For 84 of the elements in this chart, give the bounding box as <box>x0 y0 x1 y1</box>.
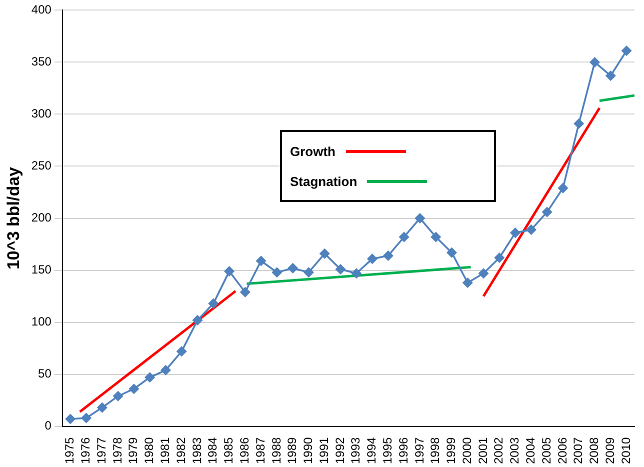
point <box>494 252 504 263</box>
y-tick-label: 400 <box>31 2 52 17</box>
point <box>288 263 298 274</box>
point <box>415 213 425 224</box>
x-tick-label: 2006 <box>555 436 570 464</box>
point <box>462 278 473 288</box>
x-tick-label: 1996 <box>396 436 410 464</box>
point <box>526 224 536 235</box>
x-tick-label: 1989 <box>285 436 300 464</box>
point <box>558 183 568 193</box>
x-tick-label: 1991 <box>316 436 331 464</box>
y-axis-title: 10^3 bbl/day <box>4 166 23 270</box>
x-tick-label: 1986 <box>237 436 252 464</box>
x-tick-label: 1977 <box>94 436 108 464</box>
point <box>542 207 552 217</box>
point <box>160 365 171 376</box>
point <box>272 267 282 278</box>
point <box>351 268 362 278</box>
x-tick-label: 2003 <box>508 436 522 464</box>
y-tick-label: 150 <box>31 262 52 277</box>
point <box>590 57 600 68</box>
legend-label: Growth <box>290 144 336 158</box>
x-tick-label: 1983 <box>190 436 204 464</box>
point <box>478 268 488 278</box>
point <box>574 118 584 128</box>
point <box>304 267 314 278</box>
x-tick-label: 2001 <box>476 436 490 464</box>
point <box>192 315 202 326</box>
x-tick-label: 1990 <box>301 436 316 464</box>
x-tick-label: 2007 <box>571 436 586 464</box>
x-tick-label: 2010 <box>618 436 633 464</box>
x-tick-label: 1993 <box>348 436 363 464</box>
point <box>320 248 330 259</box>
x-tick-label: 2004 <box>523 436 538 464</box>
y-tick-label: 350 <box>31 54 52 69</box>
point <box>208 298 218 308</box>
x-tick-label: 2005 <box>539 436 554 464</box>
x-tick-label: 1980 <box>142 436 156 464</box>
x-tick-label: 2000 <box>460 436 474 464</box>
point <box>129 384 139 394</box>
x-tick-label: 1984 <box>206 436 220 464</box>
point <box>430 232 441 242</box>
x-tick-label: 2009 <box>602 436 617 464</box>
point <box>367 254 378 264</box>
x-tick-label: 1998 <box>428 436 442 464</box>
y-tick-label: 0 <box>44 418 52 433</box>
y-tick-label: 100 <box>31 314 52 329</box>
point <box>113 391 123 402</box>
point <box>256 256 266 266</box>
point <box>399 232 409 242</box>
point <box>176 346 186 356</box>
point <box>81 413 92 423</box>
x-tick-label: 1995 <box>380 436 394 464</box>
point <box>65 414 76 424</box>
point <box>144 372 155 382</box>
x-tick-label: 1994 <box>364 436 379 464</box>
x-tick-label: 2008 <box>587 436 602 464</box>
x-tick-label: 1992 <box>332 436 347 464</box>
point <box>240 287 250 298</box>
x-tick-label: 1981 <box>158 436 172 464</box>
legend-label: Stagnation <box>290 174 358 188</box>
point <box>510 228 520 238</box>
y-tick-label: 50 <box>38 366 52 381</box>
x-tick-label: 1987 <box>253 436 268 464</box>
point <box>97 402 108 412</box>
x-tick-label: 1999 <box>444 436 458 464</box>
x-tick-label: 1975 <box>62 436 77 464</box>
point <box>383 250 394 261</box>
y-tick-label: 250 <box>31 158 52 173</box>
x-tick-label: 1988 <box>269 436 284 464</box>
point <box>336 264 346 274</box>
x-tick-label: 1976 <box>78 436 93 464</box>
x-tick-label: 1979 <box>126 436 140 464</box>
point <box>446 248 457 258</box>
x-tick-label: 1978 <box>110 436 124 464</box>
y-tick-label: 300 <box>31 106 52 121</box>
point <box>224 266 234 276</box>
x-tick-label: 2002 <box>492 436 506 464</box>
x-tick-label: 1997 <box>412 436 426 464</box>
x-tick-label: 1985 <box>222 436 236 464</box>
point <box>606 70 616 81</box>
y-tick-label: 200 <box>31 210 52 225</box>
point <box>622 46 632 56</box>
x-tick-label: 1982 <box>174 436 188 464</box>
